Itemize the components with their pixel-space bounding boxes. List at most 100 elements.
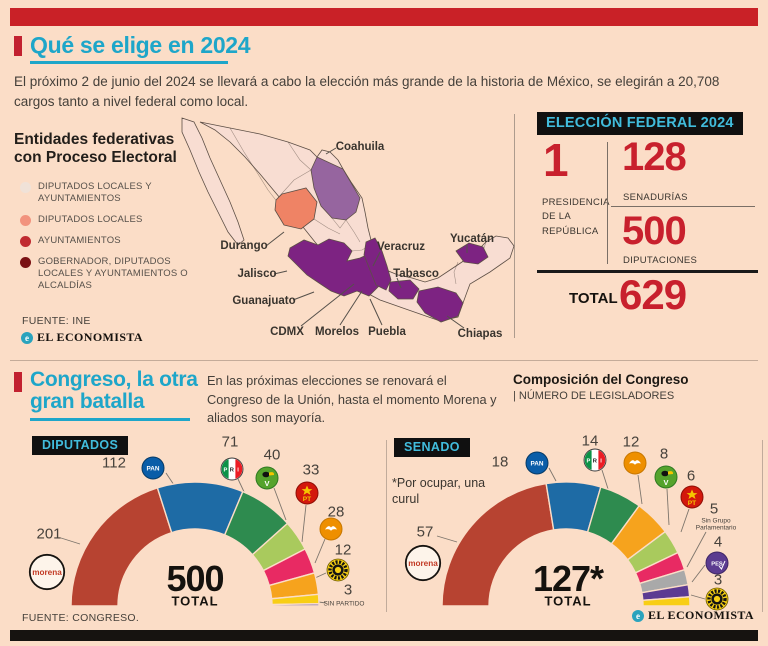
source-congreso: FUENTE: CONGRESO. xyxy=(22,612,140,624)
pan-logo-icon: PAN xyxy=(141,456,165,480)
pes-logo-icon: PES xyxy=(705,551,729,575)
diputados-hemicycle-svg xyxy=(60,472,327,607)
legend-dot-icon xyxy=(20,256,31,268)
section1-underline xyxy=(30,61,228,64)
section2-intro: En las próximas elecciones se renovará e… xyxy=(207,373,497,426)
value-label-morena: 201 xyxy=(36,525,62,543)
section1-bullet xyxy=(14,36,22,56)
legend-label: GOBERNADOR, DIPUTADOS LOCALES Y AYUNTAMI… xyxy=(38,255,188,291)
bottom-black-bar xyxy=(10,630,758,641)
value-label-pan: 18 xyxy=(491,453,509,471)
mc-logo-icon xyxy=(623,451,647,475)
legend-label: DIPUTADOS LOCALES Y AYUNTAMIENTOS xyxy=(38,181,152,204)
map-label-guanajuato: Guanajuato xyxy=(232,295,296,307)
segment-morena xyxy=(70,486,173,607)
deputies-label: DIPUTACIONES xyxy=(623,255,698,266)
value-label-mc: 12 xyxy=(622,433,640,451)
el-economista-brand: e EL ECONOMISTA xyxy=(21,330,143,345)
mexico-map-svg xyxy=(181,117,515,329)
pvem-logo-icon: V xyxy=(654,465,678,489)
federal-total-rule xyxy=(537,270,758,273)
prd-logo-icon xyxy=(705,587,729,611)
senate-count: 128 xyxy=(622,135,687,179)
chart-center-value: 127* xyxy=(532,558,604,599)
value-label-sinpartido: 3 xyxy=(343,581,353,599)
legend-item: DIPUTADOS LOCALES xyxy=(20,214,188,226)
chart-title-diputados: DIPUTADOS xyxy=(32,436,129,455)
svg-text:PT: PT xyxy=(688,500,696,507)
section-divider xyxy=(10,360,758,361)
value-label-pri: 71 xyxy=(221,433,239,451)
legend-item: DIPUTADOS LOCALES Y AYUNTAMIENTOS xyxy=(20,181,188,205)
section1-intro: El próximo 2 de junio del 2024 se llevar… xyxy=(14,74,720,109)
chart-title-senado: SENADO xyxy=(394,438,470,457)
value-label-pt: 33 xyxy=(302,461,320,479)
map-state-baja xyxy=(181,117,245,246)
map-label-cdmx: CDMX xyxy=(270,326,304,338)
svg-text:PRI: PRI xyxy=(223,467,239,473)
map-legend-title: Entidades federativas con Proceso Electo… xyxy=(14,131,177,166)
value-label-pri: 14 xyxy=(581,432,599,450)
section2-bullet xyxy=(14,372,22,392)
map-label-coahuila: Coahuila xyxy=(335,141,385,153)
legend-item: GOBERNADOR, DIPUTADOS LOCALES Y AYUNTAMI… xyxy=(20,256,188,292)
el-economista-icon: e xyxy=(21,331,33,344)
chart-total-label: TOTAL xyxy=(171,593,219,609)
name-label-singrupoparlamentario: Sin Grupo Parlamentario xyxy=(695,517,737,532)
svg-text:V: V xyxy=(264,479,269,488)
value-label-prd: 12 xyxy=(334,541,352,559)
value-label-pvem: 8 xyxy=(659,445,669,463)
federal-election-box: ELECCIÓN FEDERAL 2024 1 PRESIDENCIA DE L… xyxy=(537,112,758,338)
svg-text:morena: morena xyxy=(408,559,438,568)
legend-dot-icon xyxy=(20,235,31,247)
value-label-singrupoparlamentario: 5 xyxy=(709,500,719,518)
pvem-logo-icon: V xyxy=(255,466,279,490)
map-label-yucatn: Yucatán xyxy=(449,233,495,245)
value-label-prd: 3 xyxy=(713,571,723,589)
svg-text:PAN: PAN xyxy=(530,461,543,468)
mc-logo-icon xyxy=(319,517,343,541)
map-label-tabasco: Tabasco xyxy=(393,268,439,280)
chart-senado: SENADO *Por ocupar, una curul 127* TOTAL 57 m… xyxy=(384,432,766,630)
senate-label: SENADURÍAS xyxy=(623,192,688,203)
map-label-durango: Durango xyxy=(220,240,268,252)
map-label-morelos: Morelos xyxy=(314,326,360,338)
pan-logo-icon: PAN xyxy=(525,451,549,475)
value-label-morena: 57 xyxy=(416,523,434,541)
mexico-map: Coahuila Durango Veracruz Yucatán Jalisco Tab… xyxy=(170,112,516,360)
name-label-sinpartido: SIN PARTIDO xyxy=(323,600,365,608)
legend-label: AYUNTAMIENTOS xyxy=(38,234,121,246)
section2-title: Congreso, la otra gran batalla xyxy=(30,368,198,414)
label-connector xyxy=(690,594,706,600)
map-legend: DIPUTADOS LOCALES Y AYUNTAMIENTOS DIPUTAD… xyxy=(20,181,188,300)
map-label-veracruz: Veracruz xyxy=(377,241,425,253)
legend-dot-icon xyxy=(20,182,31,193)
map-label-chiapas: Chiapas xyxy=(457,328,503,340)
map-state-durango xyxy=(274,187,318,230)
value-label-pan: 112 xyxy=(102,454,126,472)
federal-total-label: TOTAL : xyxy=(569,290,627,307)
chart-total-label: TOTAL xyxy=(544,593,592,609)
map-label-puebla: Puebla xyxy=(368,326,406,338)
legend-item: AYUNTAMIENTOS xyxy=(20,235,188,247)
legend-dot-icon xyxy=(20,214,31,226)
segment-sinpartido xyxy=(271,602,320,607)
el-economista-icon: e xyxy=(632,609,644,622)
section2-underline xyxy=(30,418,190,421)
map-state-veracruz xyxy=(363,237,392,291)
label-connector xyxy=(436,535,458,543)
right-edge-divider xyxy=(762,440,763,612)
federal-box-title: ELECCIÓN FEDERAL 2024 xyxy=(537,112,743,135)
pt-logo-icon: PT xyxy=(680,485,704,509)
value-label-pvem: 40 xyxy=(263,446,281,464)
label-connector xyxy=(301,504,307,543)
deputies-count: 500 xyxy=(622,209,687,253)
value-label-mc: 28 xyxy=(327,503,345,521)
segment-prd xyxy=(642,596,691,607)
source-ine: FUENTE: INE xyxy=(22,315,91,327)
top-red-bar xyxy=(10,8,758,26)
svg-text:PES: PES xyxy=(711,561,723,567)
federal-divider-v xyxy=(607,142,608,264)
